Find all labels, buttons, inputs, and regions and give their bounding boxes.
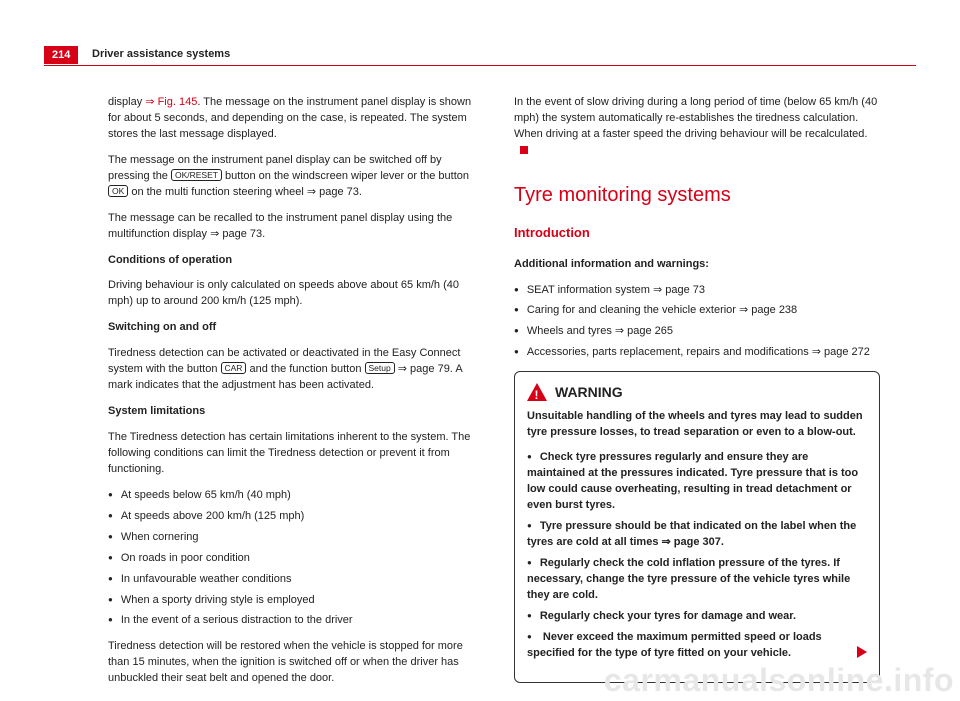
page-number-badge: 214 bbox=[44, 46, 78, 64]
topic-heading: Tyre monitoring systems bbox=[514, 181, 880, 210]
text: In the event of slow driving during a lo… bbox=[514, 96, 877, 140]
list-item: Regularly check your tyres for damage an… bbox=[527, 609, 867, 625]
additional-info-list: SEAT information system ⇒ page 73 Caring… bbox=[514, 283, 880, 362]
heading-additional: Additional information and warnings: bbox=[514, 257, 880, 273]
list-item: Regularly check the cold inflation press… bbox=[527, 556, 867, 604]
list-item: Caring for and cleaning the vehicle exte… bbox=[514, 303, 880, 319]
list-item: At speeds below 65 km/h (40 mph) bbox=[108, 488, 474, 504]
text: display bbox=[108, 96, 145, 108]
header-rule bbox=[44, 65, 916, 66]
limitations-list: At speeds below 65 km/h (40 mph) At spee… bbox=[108, 488, 474, 630]
text: and the function button bbox=[246, 363, 364, 375]
list-item: At speeds above 200 km/h (125 mph) bbox=[108, 509, 474, 525]
warning-triangle-icon bbox=[527, 383, 547, 401]
list-item: When cornering bbox=[108, 530, 474, 546]
warning-lead: Unsuitable handling of the wheels and ty… bbox=[527, 409, 867, 441]
right-column: In the event of slow driving during a lo… bbox=[514, 95, 880, 697]
list-item: When a sporty driving style is employed bbox=[108, 593, 474, 609]
fig-ref: ⇒ Fig. 145 bbox=[145, 96, 197, 108]
setup-button-icon: Setup bbox=[365, 362, 395, 374]
para-switching: Tiredness detection can be activated or … bbox=[108, 346, 474, 394]
warning-list: Check tyre pressures regularly and ensur… bbox=[527, 450, 867, 661]
text: on the multi function steering wheel ⇒ p… bbox=[128, 186, 362, 198]
list-item: Check tyre pressures regularly and ensur… bbox=[527, 450, 867, 514]
text: button on the windscreen wiper lever or … bbox=[222, 170, 469, 182]
watermark: carmanualsonline.info bbox=[604, 662, 954, 699]
para-restore: Tiredness detection will be restored whe… bbox=[108, 639, 474, 687]
content-columns: display ⇒ Fig. 145. The message on the i… bbox=[108, 95, 880, 697]
sub-heading: Introduction bbox=[514, 224, 880, 243]
list-item: Wheels and tyres ⇒ page 265 bbox=[514, 324, 880, 340]
warning-box: WARNING Unsuitable handling of the wheel… bbox=[514, 371, 880, 682]
continue-arrow-icon bbox=[857, 646, 867, 658]
para-limitations: The Tiredness detection has certain limi… bbox=[108, 430, 474, 478]
left-column: display ⇒ Fig. 145. The message on the i… bbox=[108, 95, 474, 697]
para-display: display ⇒ Fig. 145. The message on the i… bbox=[108, 95, 474, 143]
car-button-icon: CAR bbox=[221, 362, 247, 374]
list-item: SEAT information system ⇒ page 73 bbox=[514, 283, 880, 299]
heading-switching: Switching on and off bbox=[108, 320, 474, 336]
section-end-icon bbox=[520, 146, 528, 154]
list-item: Never exceed the maximum permitted speed… bbox=[527, 630, 867, 662]
list-item: In unfavourable weather conditions bbox=[108, 572, 474, 588]
list-item: Tyre pressure should be that indicated o… bbox=[527, 519, 867, 551]
para-switchoff: The message on the instrument panel disp… bbox=[108, 153, 474, 201]
heading-limitations: System limitations bbox=[108, 404, 474, 420]
list-item: Accessories, parts replacement, repairs … bbox=[514, 345, 880, 361]
ok-button-icon: OK bbox=[108, 185, 128, 197]
warning-title: WARNING bbox=[555, 382, 623, 402]
list-item: On roads in poor condition bbox=[108, 551, 474, 567]
ok-reset-button-icon: OK/RESET bbox=[171, 169, 222, 181]
warning-header: WARNING bbox=[527, 382, 867, 402]
para-slow-driving: In the event of slow driving during a lo… bbox=[514, 95, 880, 159]
para-conditions: Driving behaviour is only calculated on … bbox=[108, 278, 474, 310]
heading-conditions: Conditions of operation bbox=[108, 253, 474, 269]
para-recall: The message can be recalled to the instr… bbox=[108, 211, 474, 243]
list-item: In the event of a serious distraction to… bbox=[108, 613, 474, 629]
page-title: Driver assistance systems bbox=[92, 48, 230, 60]
text: Never exceed the maximum permitted speed… bbox=[527, 631, 822, 659]
